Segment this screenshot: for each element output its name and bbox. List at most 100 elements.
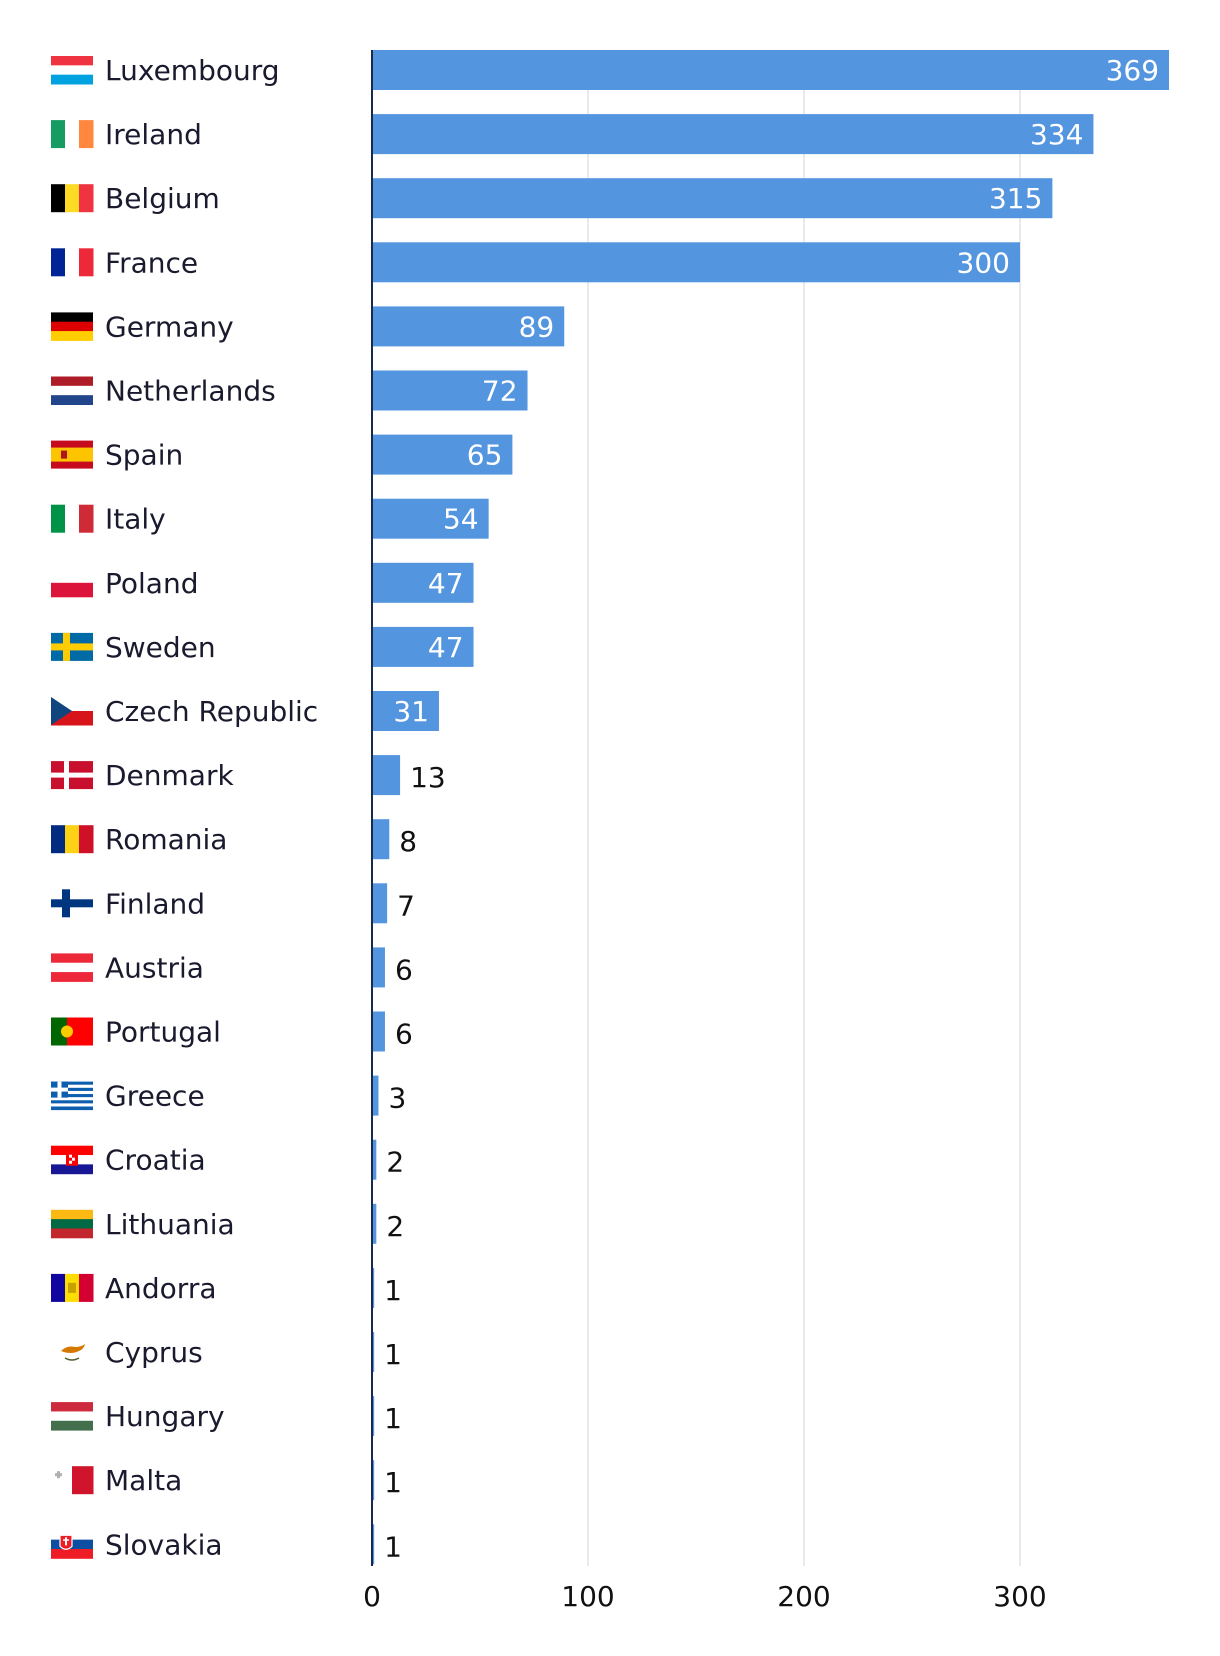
value-label: 334 bbox=[1030, 118, 1083, 151]
country-label: Slovakia bbox=[105, 1528, 223, 1561]
bars bbox=[372, 50, 1170, 1565]
country-label: Poland bbox=[105, 567, 198, 600]
bar-austria bbox=[372, 947, 385, 988]
country-label: Germany bbox=[105, 310, 234, 343]
country-label: Italy bbox=[105, 503, 166, 536]
value-label: 54 bbox=[443, 503, 479, 536]
value-label: 2 bbox=[386, 1146, 404, 1179]
bar-spain bbox=[372, 434, 513, 475]
bar-netherlands bbox=[372, 370, 528, 411]
bar-romania bbox=[372, 819, 390, 860]
value-label: 47 bbox=[428, 567, 464, 600]
value-label: 6 bbox=[395, 1018, 413, 1051]
country-label: Spain bbox=[105, 439, 183, 472]
denmark-flag-icon bbox=[51, 761, 93, 790]
x-tick-label-200: 200 bbox=[777, 1580, 830, 1613]
value-label: 369 bbox=[1106, 54, 1159, 87]
value-label: 65 bbox=[467, 439, 503, 472]
greece-flag-icon bbox=[51, 1081, 93, 1111]
ireland-flag-icon bbox=[51, 120, 94, 149]
x-tick-label-300: 300 bbox=[993, 1580, 1046, 1613]
country-label: Cyprus bbox=[105, 1336, 203, 1369]
romania-flag-icon bbox=[51, 825, 94, 854]
value-label: 1 bbox=[384, 1274, 402, 1307]
hungary-flag-icon bbox=[51, 1402, 93, 1431]
value-label: 1 bbox=[384, 1466, 402, 1499]
x-tick-label-100: 100 bbox=[561, 1580, 614, 1613]
luxembourg-flag-icon bbox=[51, 56, 93, 85]
bar-portugal bbox=[372, 1011, 385, 1052]
country-label: Czech Republic bbox=[105, 695, 318, 728]
value-label: 47 bbox=[428, 631, 464, 664]
value-label: 72 bbox=[482, 375, 518, 408]
x-tick-label-0: 0 bbox=[363, 1580, 381, 1613]
country-label: Finland bbox=[105, 887, 205, 920]
italy-flag-icon bbox=[51, 504, 94, 533]
bar-denmark bbox=[372, 755, 401, 796]
germany-flag-icon bbox=[51, 312, 93, 341]
country-label: Ireland bbox=[105, 118, 202, 151]
value-label: 1 bbox=[384, 1402, 402, 1435]
bar-czech-republic bbox=[372, 691, 439, 731]
slovakia-flag-icon bbox=[51, 1530, 93, 1559]
bar-luxembourg bbox=[372, 50, 1170, 90]
czech-republic-flag-icon bbox=[51, 697, 93, 726]
bar-hungary bbox=[372, 1396, 375, 1437]
lithuania-flag-icon bbox=[51, 1209, 93, 1239]
bar-italy bbox=[372, 498, 489, 539]
grid-lines bbox=[587, 50, 1021, 1566]
value-label: 1 bbox=[384, 1338, 402, 1371]
bar-greece bbox=[372, 1075, 379, 1116]
france-flag-icon bbox=[51, 248, 94, 277]
x-axis-ticks: 0 100 200 300 bbox=[363, 1580, 1047, 1613]
country-label: Lithuania bbox=[105, 1208, 235, 1241]
malta-flag-icon bbox=[51, 1466, 94, 1495]
spain-flag-icon bbox=[51, 440, 93, 469]
bar-slovakia bbox=[372, 1524, 375, 1565]
andorra-flag-icon bbox=[51, 1273, 94, 1302]
value-label: 2 bbox=[386, 1210, 404, 1243]
bar-ireland bbox=[372, 114, 1094, 155]
finland-flag-icon bbox=[51, 889, 93, 918]
value-label: 13 bbox=[410, 761, 446, 794]
value-label: 315 bbox=[989, 182, 1042, 215]
bar-sweden bbox=[372, 626, 474, 667]
austria-flag-icon bbox=[51, 953, 93, 982]
cyprus-flag-icon bbox=[51, 1338, 93, 1366]
bar-andorra bbox=[372, 1267, 375, 1308]
croatia-flag-icon bbox=[51, 1145, 93, 1175]
country-label: Greece bbox=[105, 1080, 205, 1113]
country-label: Austria bbox=[105, 951, 204, 984]
sweden-flag-icon bbox=[51, 632, 93, 661]
bar-cyprus bbox=[372, 1332, 375, 1372]
belgium-flag-icon bbox=[51, 184, 94, 213]
poland-flag-icon bbox=[51, 568, 93, 598]
bar-poland bbox=[372, 562, 474, 603]
country-label: France bbox=[105, 246, 198, 279]
country-label: Belgium bbox=[105, 182, 220, 215]
value-label: 8 bbox=[399, 825, 417, 858]
country-label: Andorra bbox=[105, 1272, 217, 1305]
bar-finland bbox=[372, 883, 388, 924]
country-label: Portugal bbox=[105, 1016, 221, 1049]
portugal-flag-icon bbox=[51, 1017, 93, 1046]
country-label: Malta bbox=[105, 1464, 182, 1497]
country-label: Luxembourg bbox=[105, 54, 280, 87]
country-label: Sweden bbox=[105, 631, 216, 664]
value-label: 1 bbox=[384, 1530, 402, 1563]
bar-croatia bbox=[372, 1139, 377, 1180]
bar-germany bbox=[372, 306, 565, 347]
bar-lithuania bbox=[372, 1203, 377, 1244]
country-labels: Luxembourg Ireland Belgium France Germany Net… bbox=[105, 54, 318, 1561]
country-label: Romania bbox=[105, 823, 227, 856]
bar-malta bbox=[372, 1460, 375, 1501]
country-label: Croatia bbox=[105, 1144, 206, 1177]
value-label: 31 bbox=[393, 695, 429, 728]
value-label: 300 bbox=[957, 246, 1010, 279]
netherlands-flag-icon bbox=[51, 376, 93, 405]
bar-france bbox=[372, 242, 1020, 283]
value-label: 3 bbox=[388, 1082, 406, 1115]
value-label: 7 bbox=[397, 889, 415, 922]
